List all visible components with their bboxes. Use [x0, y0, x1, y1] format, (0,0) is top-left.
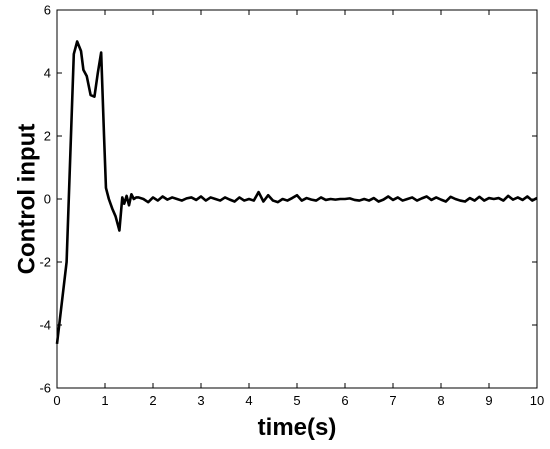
- x-tick-label: 6: [341, 393, 348, 408]
- series-line-0: [55, 40, 538, 345]
- y-tick-label: 4: [44, 66, 51, 81]
- x-tick-label: 1: [101, 393, 108, 408]
- y-tick-label: 0: [44, 192, 51, 207]
- plot-area: [56, 9, 538, 389]
- y-tick-label: -6: [39, 381, 51, 396]
- x-tick-label: 0: [53, 393, 60, 408]
- x-tick-label: 7: [389, 393, 396, 408]
- y-tick-label: 2: [44, 129, 51, 144]
- x-axis-title: time(s): [258, 414, 337, 441]
- x-tick-label: 10: [530, 393, 544, 408]
- x-tick-label: 5: [293, 393, 300, 408]
- y-tick-label: 6: [44, 3, 51, 18]
- y-axis-title: Control input: [13, 124, 40, 275]
- y-tick-label: -2: [39, 255, 51, 270]
- y-tick-label: -4: [39, 318, 51, 333]
- x-tick-label: 9: [485, 393, 492, 408]
- series-layer: [55, 40, 538, 345]
- x-tick-label: 4: [245, 393, 252, 408]
- tick-labels-layer: 0 1 2 3 4 5 6 7 8 9 10 -6 -4 -2 0 2 4 6: [39, 3, 544, 409]
- x-tick-label: 3: [197, 393, 204, 408]
- x-tick-label: 2: [149, 393, 156, 408]
- x-tick-label: 8: [437, 393, 444, 408]
